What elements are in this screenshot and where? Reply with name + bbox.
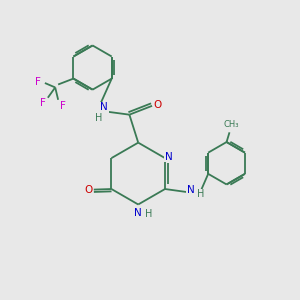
Text: N: N — [187, 184, 194, 195]
Text: N: N — [165, 152, 172, 162]
Text: F: F — [60, 101, 65, 111]
Text: O: O — [153, 100, 161, 110]
Text: H: H — [196, 189, 204, 199]
Text: N: N — [100, 102, 108, 112]
Text: F: F — [40, 98, 46, 108]
Text: H: H — [145, 209, 152, 219]
Text: N: N — [134, 208, 142, 218]
Text: H: H — [95, 112, 102, 123]
Text: O: O — [85, 184, 93, 195]
Text: CH₃: CH₃ — [223, 121, 239, 130]
Text: F: F — [35, 76, 41, 86]
